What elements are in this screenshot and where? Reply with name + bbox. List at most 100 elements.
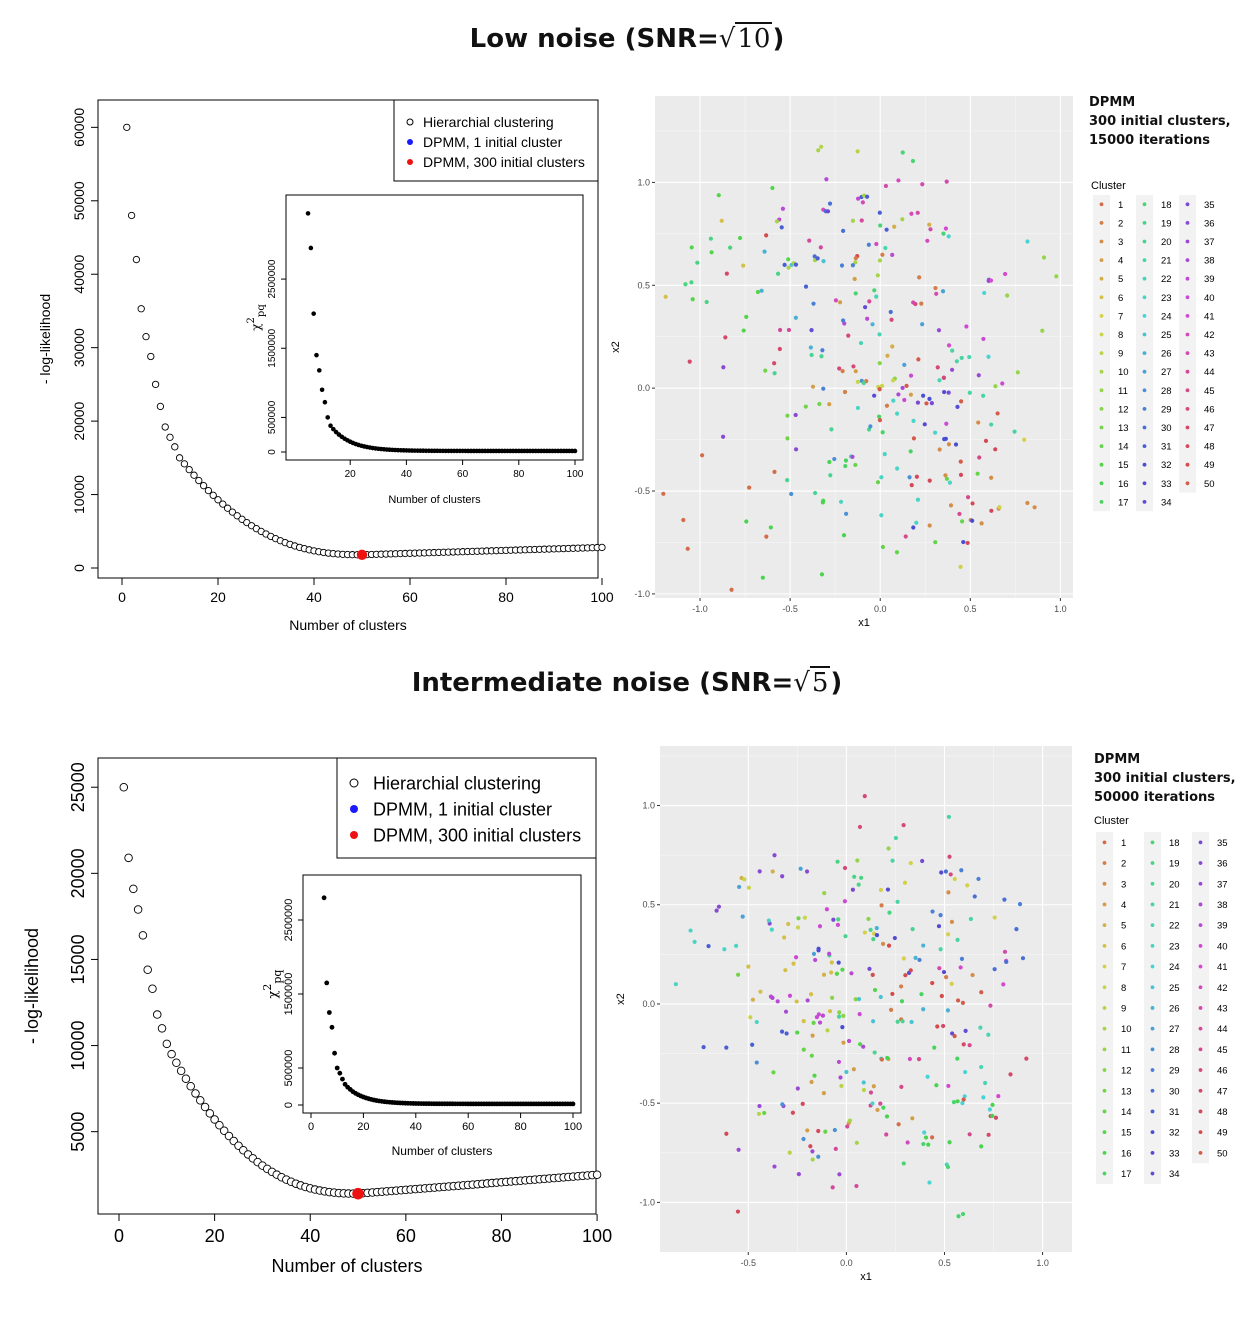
scatter-point (795, 925, 801, 930)
scatter-point (965, 883, 970, 888)
scatter-point (921, 943, 926, 948)
scatter-point (880, 544, 886, 550)
scatter-point (768, 525, 773, 530)
scatter-point (750, 1042, 755, 1047)
scatter-point (795, 1030, 800, 1035)
legend-key-dot (1142, 295, 1147, 300)
scatter-point (902, 397, 907, 403)
scatter-point (835, 859, 840, 864)
x-tick-label: 1.0 (1036, 1258, 1049, 1268)
y-axis-label: - log-likelihood (37, 294, 53, 384)
scatter-point (841, 1013, 846, 1018)
scatter-point (827, 1009, 833, 1014)
y-tick-label: 0.5 (637, 280, 650, 290)
legend-key-dot (1185, 221, 1190, 225)
scatter-point (816, 148, 821, 153)
scatter-point (709, 250, 714, 255)
scatter-point (737, 235, 743, 241)
scatter-point (959, 399, 964, 404)
inset-x-tick-label: 20 (345, 469, 357, 480)
scatter-point (867, 299, 872, 304)
scatter-point (724, 1045, 729, 1050)
hierarchical-point (185, 465, 193, 474)
scatter-point (948, 503, 954, 508)
inset-point (314, 352, 319, 358)
scatter-point (840, 1025, 845, 1030)
scatter-point (775, 271, 781, 276)
section-title-low-noise: Low noise (SNR=√10) (0, 22, 1254, 54)
scatter-point (823, 1129, 828, 1134)
hierarchical-point (119, 782, 129, 792)
scatter-point (837, 1172, 842, 1177)
scatter-point (850, 887, 855, 892)
inset-point (319, 387, 325, 393)
scatter-point (1020, 956, 1026, 961)
title-prefix: Low noise (SNR= (469, 24, 719, 54)
scatter-point (933, 430, 938, 435)
legend-key-label: 17 (1121, 1169, 1132, 1180)
scatter-point (829, 970, 834, 975)
scatter-point (892, 935, 897, 941)
scatter-point (870, 322, 875, 327)
legend-key-label: 44 (1204, 367, 1215, 378)
scatter-point (935, 365, 940, 370)
legend-key-dot (1198, 1088, 1203, 1093)
legend-key-label: 40 (1217, 941, 1228, 952)
legend-key-label: 30 (1161, 423, 1172, 434)
scatter-point (972, 894, 977, 899)
legend-key-label: 6 (1118, 293, 1123, 304)
scatter-point (949, 367, 955, 372)
legend-key-label: 7 (1118, 311, 1123, 322)
legend-key-label: 31 (1161, 442, 1172, 453)
legend-key-dot (1102, 1150, 1107, 1155)
hierarchical-point (175, 454, 184, 462)
legend-key-dot (1198, 923, 1203, 928)
scatter-point (1001, 982, 1006, 987)
legend-key-dot (1198, 1150, 1203, 1155)
legend-key-dot (1150, 964, 1155, 969)
inset-point (572, 448, 578, 454)
legend-key-dot (1198, 1068, 1203, 1072)
scatter-point (877, 418, 883, 423)
scatter-point (866, 916, 871, 922)
hierarchical-point (127, 211, 136, 220)
inset-y-tick-label: 1500000 (283, 973, 295, 1016)
scatter-point (884, 1132, 889, 1137)
scatter-point (683, 282, 688, 287)
scatter-point (783, 968, 788, 973)
scatter-point (695, 260, 700, 265)
scatter-point (805, 1128, 810, 1133)
scatter-point (805, 998, 810, 1003)
scatter-point (990, 1102, 995, 1107)
scatter-point (930, 909, 935, 914)
scatter-point (846, 1038, 852, 1044)
scatter-point (990, 1113, 995, 1118)
inset-y-tick-label: 1500000 (267, 328, 278, 367)
scatter-point (853, 291, 858, 296)
scatter-point (883, 183, 889, 189)
scatter-point (816, 948, 821, 953)
legend-key-dot (1150, 985, 1155, 990)
scatter-point (900, 150, 905, 155)
legend-key-label: 11 (1121, 1045, 1131, 1056)
scatter-point (775, 999, 780, 1004)
legend-key-label: 47 (1217, 1086, 1228, 1097)
scatter-point (940, 289, 946, 294)
hierarchical-point (210, 1115, 219, 1124)
scatter-point (810, 1157, 815, 1162)
inset-point (316, 368, 322, 373)
scatter-point (877, 258, 883, 263)
legend-key-dot (1185, 351, 1190, 355)
scatter-point (942, 437, 947, 442)
scatter-chart-low-noise: -1.0 -0.5 0.0 0.5 1.0 -1.0 -0.5 0.0 0.5 1.0 x1 x2 (610, 96, 1073, 629)
legend-key-dot (1185, 388, 1190, 393)
inset-point (305, 211, 311, 216)
scatter-point (853, 369, 858, 374)
scatter-point (687, 359, 692, 364)
scatter-point (970, 518, 975, 523)
hierarchical-point (190, 471, 198, 479)
inset-y-tick-label: 2500000 (267, 259, 278, 298)
legend-key-dot (1102, 1026, 1107, 1031)
